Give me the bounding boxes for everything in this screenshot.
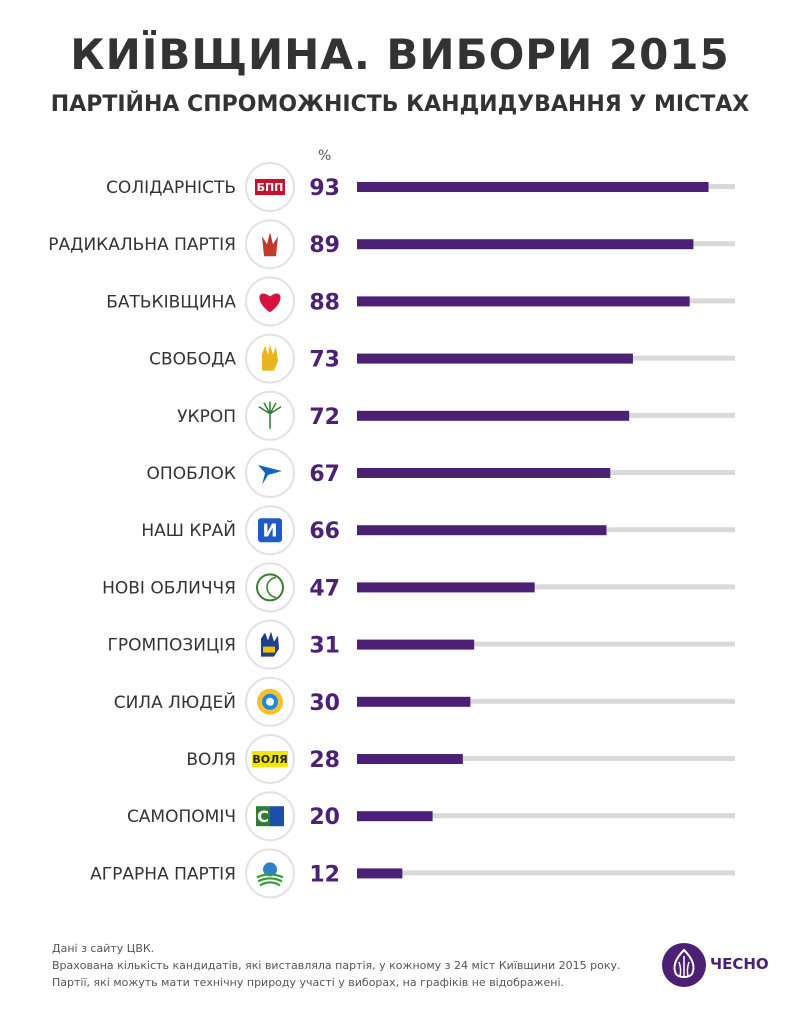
- bar: [357, 239, 694, 250]
- chesno-brand: ЧЕСНО: [662, 940, 772, 990]
- category-label: ОПОБЛОК: [147, 464, 236, 484]
- bar-track: [357, 756, 735, 761]
- bar-row: НАШ КРАЙ И 66: [141, 505, 735, 556]
- bpp-logo-icon: [255, 179, 285, 195]
- bar: [357, 353, 633, 364]
- batkivshchyna-heart-icon: [259, 293, 281, 313]
- category-label: РАДИКАЛЬНА ПАРТІЯ: [48, 235, 236, 255]
- footer-line: Дані з сайту ЦВК.: [52, 942, 155, 955]
- bar-row: СИЛА ЛЮДЕЙ 30: [114, 676, 735, 727]
- data-label: 88: [309, 290, 340, 315]
- ahrarna-partiia-sun-icon: [256, 862, 284, 887]
- bar-row: УКРОП 72: [177, 390, 735, 441]
- data-label: 73: [309, 348, 340, 373]
- bar-track: [357, 813, 735, 819]
- category-label: БАТЬКІВЩИНА: [106, 292, 236, 312]
- bar-row: ГРОМПОЗИЦІЯ 31: [108, 619, 735, 670]
- bar-row: ОПОБЛОК 67: [147, 448, 735, 498]
- volia-logo-icon: [252, 751, 288, 767]
- chesno-brand-name: ЧЕСНО: [710, 955, 769, 973]
- logo-text: БПП: [257, 181, 284, 194]
- bar: [357, 410, 630, 421]
- bar: [357, 182, 709, 192]
- bar-track: [357, 870, 735, 876]
- category-label: ГРОМПОЗИЦІЯ: [108, 636, 236, 656]
- bar-row: СОЛІДАРНІСТЬ БПП 93: [106, 162, 735, 212]
- bar-track: [357, 641, 735, 647]
- data-label: 12: [309, 862, 340, 887]
- data-label: 30: [309, 691, 340, 716]
- category-label: ВОЛЯ: [186, 750, 236, 770]
- bar-track: [357, 584, 735, 590]
- category-label: СИЛА ЛЮДЕЙ: [114, 691, 236, 713]
- bar: [357, 811, 433, 822]
- nash-krai-icon: [258, 518, 282, 543]
- bar-row: АГРАРНА ПАРТІЯ 12: [90, 848, 735, 899]
- category-label: НОВІ ОБЛИЧЧЯ: [102, 578, 236, 598]
- bar-row: РАДИКАЛЬНА ПАРТІЯ 89: [48, 219, 735, 270]
- logo-text: ВОЛЯ: [252, 753, 287, 766]
- bar-track: [357, 698, 735, 704]
- category-label: САМОПОМІЧ: [127, 807, 236, 827]
- data-label: 28: [309, 748, 340, 773]
- syla-liudei-sun-icon: [257, 688, 283, 715]
- bar: [357, 582, 535, 593]
- bar-row: БАТЬКІВЩИНА 88: [106, 276, 735, 327]
- samopomich-logo-icon: [256, 806, 284, 827]
- category-label: УКРОП: [177, 407, 236, 427]
- data-label: 20: [309, 805, 340, 830]
- data-label: 89: [309, 233, 340, 258]
- bar-row: САМОПОМІЧ С 20: [127, 791, 735, 842]
- data-label: 72: [309, 405, 340, 430]
- bar-row: ВОЛЯ ВОЛЯ 28: [186, 734, 735, 784]
- bar: [357, 639, 475, 650]
- footer-notes: Дані з сайту ЦВК. Врахована кількість ка…: [52, 940, 621, 991]
- category-label: СВОБОДА: [149, 350, 236, 370]
- category-label: СОЛІДАРНІСТЬ: [106, 178, 236, 198]
- bar: [357, 296, 690, 307]
- bar-row: НОВІ ОБЛИЧЧЯ 47: [102, 562, 735, 613]
- ukrop-dill-icon: [258, 401, 282, 429]
- logo-text: И: [262, 521, 277, 542]
- data-label: 93: [309, 176, 340, 201]
- chart-title: КИЇВЩИНА. ВИБОРИ 2015: [70, 30, 730, 79]
- bar: [357, 525, 607, 536]
- opoblok-bird-icon: [258, 465, 282, 485]
- svoboda-hand-icon: [262, 344, 278, 371]
- bar: [357, 468, 611, 478]
- logo-text: С: [257, 807, 269, 826]
- bar: [357, 754, 463, 764]
- hrompozytsiia-hand-icon: [261, 631, 279, 657]
- footer-line: Врахована кількість кандидатів, які вист…: [52, 959, 621, 972]
- category-label: АГРАРНА ПАРТІЯ: [90, 864, 236, 884]
- bar-row: СВОБОДА 73: [149, 333, 735, 384]
- percent-unit-label: %: [318, 148, 332, 164]
- data-label: 31: [309, 634, 340, 659]
- novi-oblychchia-profile-icon: [256, 573, 284, 602]
- data-label: 66: [309, 519, 340, 544]
- footer-line: Партії, які можуть мати технічну природу…: [52, 976, 564, 989]
- data-label: 67: [309, 462, 340, 487]
- bar: [357, 696, 471, 707]
- radical-party-trident-icon: [262, 232, 278, 257]
- logo-badge: [245, 562, 295, 613]
- data-label: 47: [309, 576, 340, 601]
- chart-subtitle: ПАРТІЙНА СПРОМОЖНІСТЬ КАНДИДУВАННЯ У МІС…: [50, 92, 750, 117]
- bar: [357, 868, 403, 879]
- chesno-garlic-icon: [662, 943, 706, 987]
- category-label: НАШ КРАЙ: [141, 519, 236, 541]
